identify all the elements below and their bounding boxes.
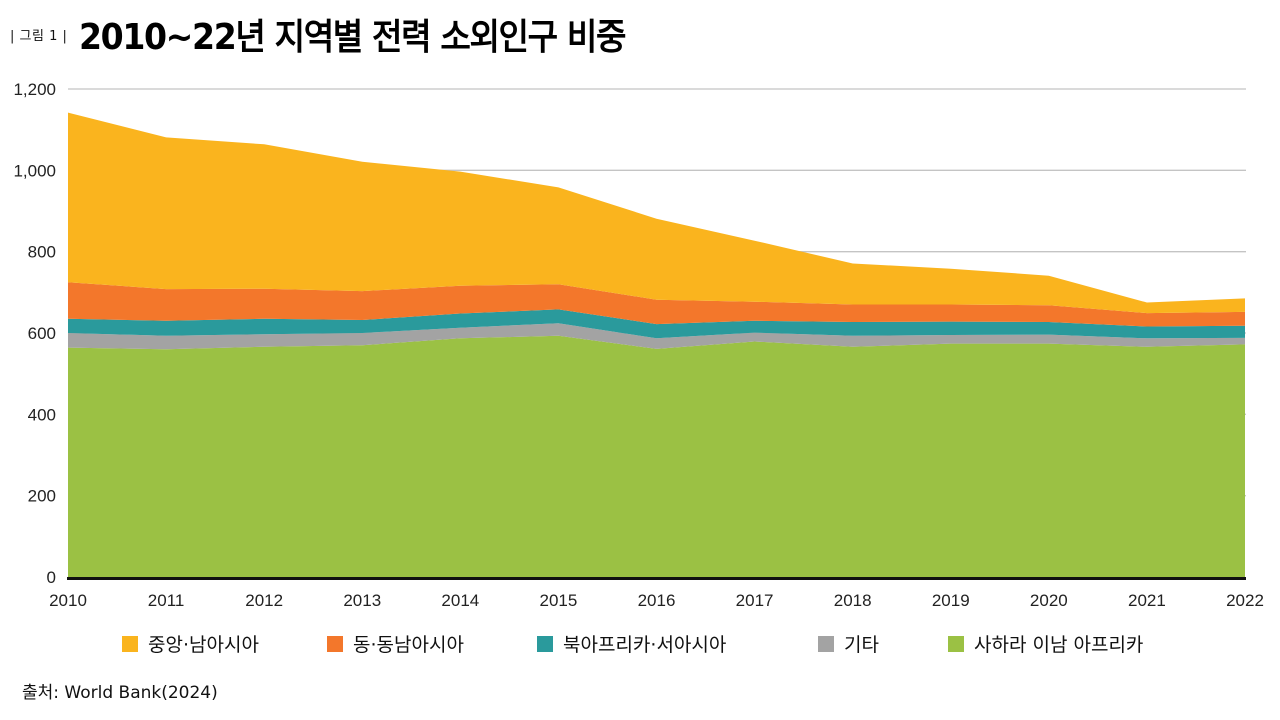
x-tick-label: 2019 <box>932 591 970 610</box>
legend-swatch <box>122 635 138 652</box>
area-series <box>68 112 1245 577</box>
figure-label: | 그림 1 | <box>10 28 68 44</box>
x-tick-label: 2013 <box>343 591 381 610</box>
legend-label: 사하라 이남 아프리카 <box>974 634 1144 656</box>
y-tick-label: 1,200 <box>13 80 56 99</box>
legend-label: 동·동남아시아 <box>353 634 464 656</box>
legend-swatch <box>537 635 553 652</box>
legend-item: 기타 <box>818 630 879 657</box>
legend-label: 기타 <box>844 634 879 656</box>
area-series-4 <box>68 112 1245 314</box>
x-tick-label: 2011 <box>148 591 185 610</box>
chart-title: 2010~22년 지역별 전력 소외인구 비중 <box>79 17 626 58</box>
x-tick-label: 2012 <box>245 591 283 610</box>
x-tick-label: 2018 <box>834 591 872 610</box>
x-tick-label: 2017 <box>736 591 774 610</box>
source-note: 출처: World Bank(2024) <box>22 683 218 703</box>
chart-legend: 중앙·남아시아 동·동남아시아 북아프리카·서아시아 기타 사하라 이남 아프리카 <box>0 630 1280 662</box>
legend-label: 북아프리카·서아시아 <box>563 634 727 656</box>
x-tick-label: 2014 <box>441 591 479 610</box>
legend-swatch <box>948 635 964 652</box>
legend-swatch <box>327 635 343 652</box>
legend-item: 중앙·남아시아 <box>122 630 259 657</box>
legend-label: 중앙·남아시아 <box>148 634 259 656</box>
legend-item: 북아프리카·서아시아 <box>537 630 726 657</box>
area-series-3 <box>68 282 1245 327</box>
y-tick-label: 600 <box>28 324 56 343</box>
area-series-1 <box>68 323 1245 350</box>
area-series-0 <box>68 335 1245 577</box>
x-tick-label: 2020 <box>1030 591 1068 610</box>
axes: 0 200 400 600 800 1,000 1,200 2010 2011 2012 2013 2… <box>13 80 1263 610</box>
chart-header: | 그림 1 | 2010~22년 지역별 전력 소외인구 비중 <box>10 6 673 62</box>
legend-item: 사하라 이남 아프리카 <box>948 630 1143 657</box>
legend-item: 동·동남아시아 <box>327 630 464 657</box>
x-tick-label: 2016 <box>638 591 676 610</box>
x-tick-label: 2010 <box>49 591 87 610</box>
y-tick-label: 0 <box>47 568 56 587</box>
x-tick-label: 2021 <box>1128 591 1166 610</box>
x-tick-label: 2022 <box>1226 591 1264 610</box>
y-tick-label: 1,000 <box>13 161 56 180</box>
y-tick-label: 800 <box>28 243 56 262</box>
y-tick-label: 400 <box>28 405 56 424</box>
x-tick-label: 2015 <box>540 591 578 610</box>
y-tick-label: 200 <box>28 487 56 506</box>
legend-swatch <box>818 635 834 652</box>
area-series-2 <box>68 309 1245 339</box>
